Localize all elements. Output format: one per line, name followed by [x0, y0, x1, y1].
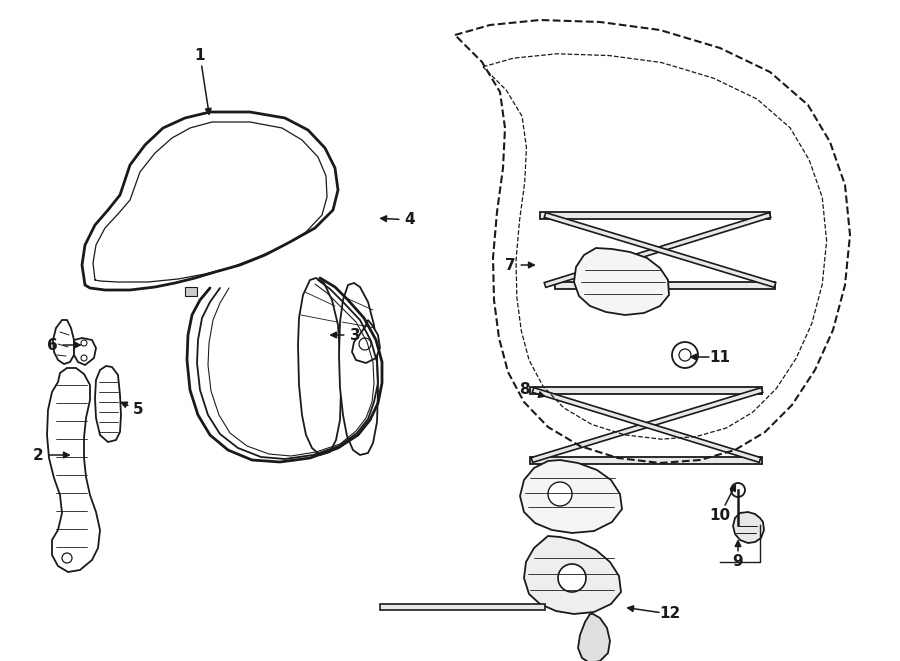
Polygon shape [544, 213, 770, 288]
Text: 4: 4 [405, 212, 415, 227]
Circle shape [62, 553, 72, 563]
Polygon shape [733, 512, 764, 543]
Text: 7: 7 [505, 258, 516, 272]
Text: 10: 10 [709, 508, 731, 522]
Polygon shape [524, 536, 621, 614]
Text: 5: 5 [132, 403, 143, 418]
Polygon shape [555, 282, 775, 288]
Polygon shape [53, 320, 74, 364]
Polygon shape [352, 320, 380, 363]
Polygon shape [544, 213, 776, 288]
Polygon shape [531, 387, 762, 463]
Polygon shape [185, 287, 197, 296]
Polygon shape [74, 338, 96, 365]
Circle shape [359, 338, 371, 350]
Circle shape [679, 349, 691, 361]
Text: 8: 8 [518, 383, 529, 397]
Polygon shape [574, 248, 669, 315]
Circle shape [558, 564, 586, 592]
Text: 6: 6 [47, 338, 58, 352]
Text: 9: 9 [733, 555, 743, 570]
Polygon shape [530, 387, 762, 393]
Circle shape [731, 483, 745, 497]
Text: 11: 11 [709, 350, 731, 364]
Text: 3: 3 [350, 327, 360, 342]
Polygon shape [298, 278, 341, 455]
Polygon shape [520, 460, 622, 533]
Polygon shape [339, 283, 378, 455]
Polygon shape [82, 112, 338, 290]
Polygon shape [530, 457, 762, 463]
Polygon shape [47, 368, 100, 572]
Circle shape [672, 342, 698, 368]
Polygon shape [578, 614, 610, 661]
Polygon shape [380, 604, 545, 610]
Circle shape [81, 355, 87, 361]
Text: 1: 1 [194, 48, 205, 63]
Circle shape [548, 482, 572, 506]
Circle shape [81, 340, 87, 346]
Polygon shape [95, 366, 121, 442]
Text: 2: 2 [32, 447, 43, 463]
Polygon shape [540, 212, 770, 219]
Text: 12: 12 [660, 607, 680, 621]
Polygon shape [532, 387, 760, 463]
